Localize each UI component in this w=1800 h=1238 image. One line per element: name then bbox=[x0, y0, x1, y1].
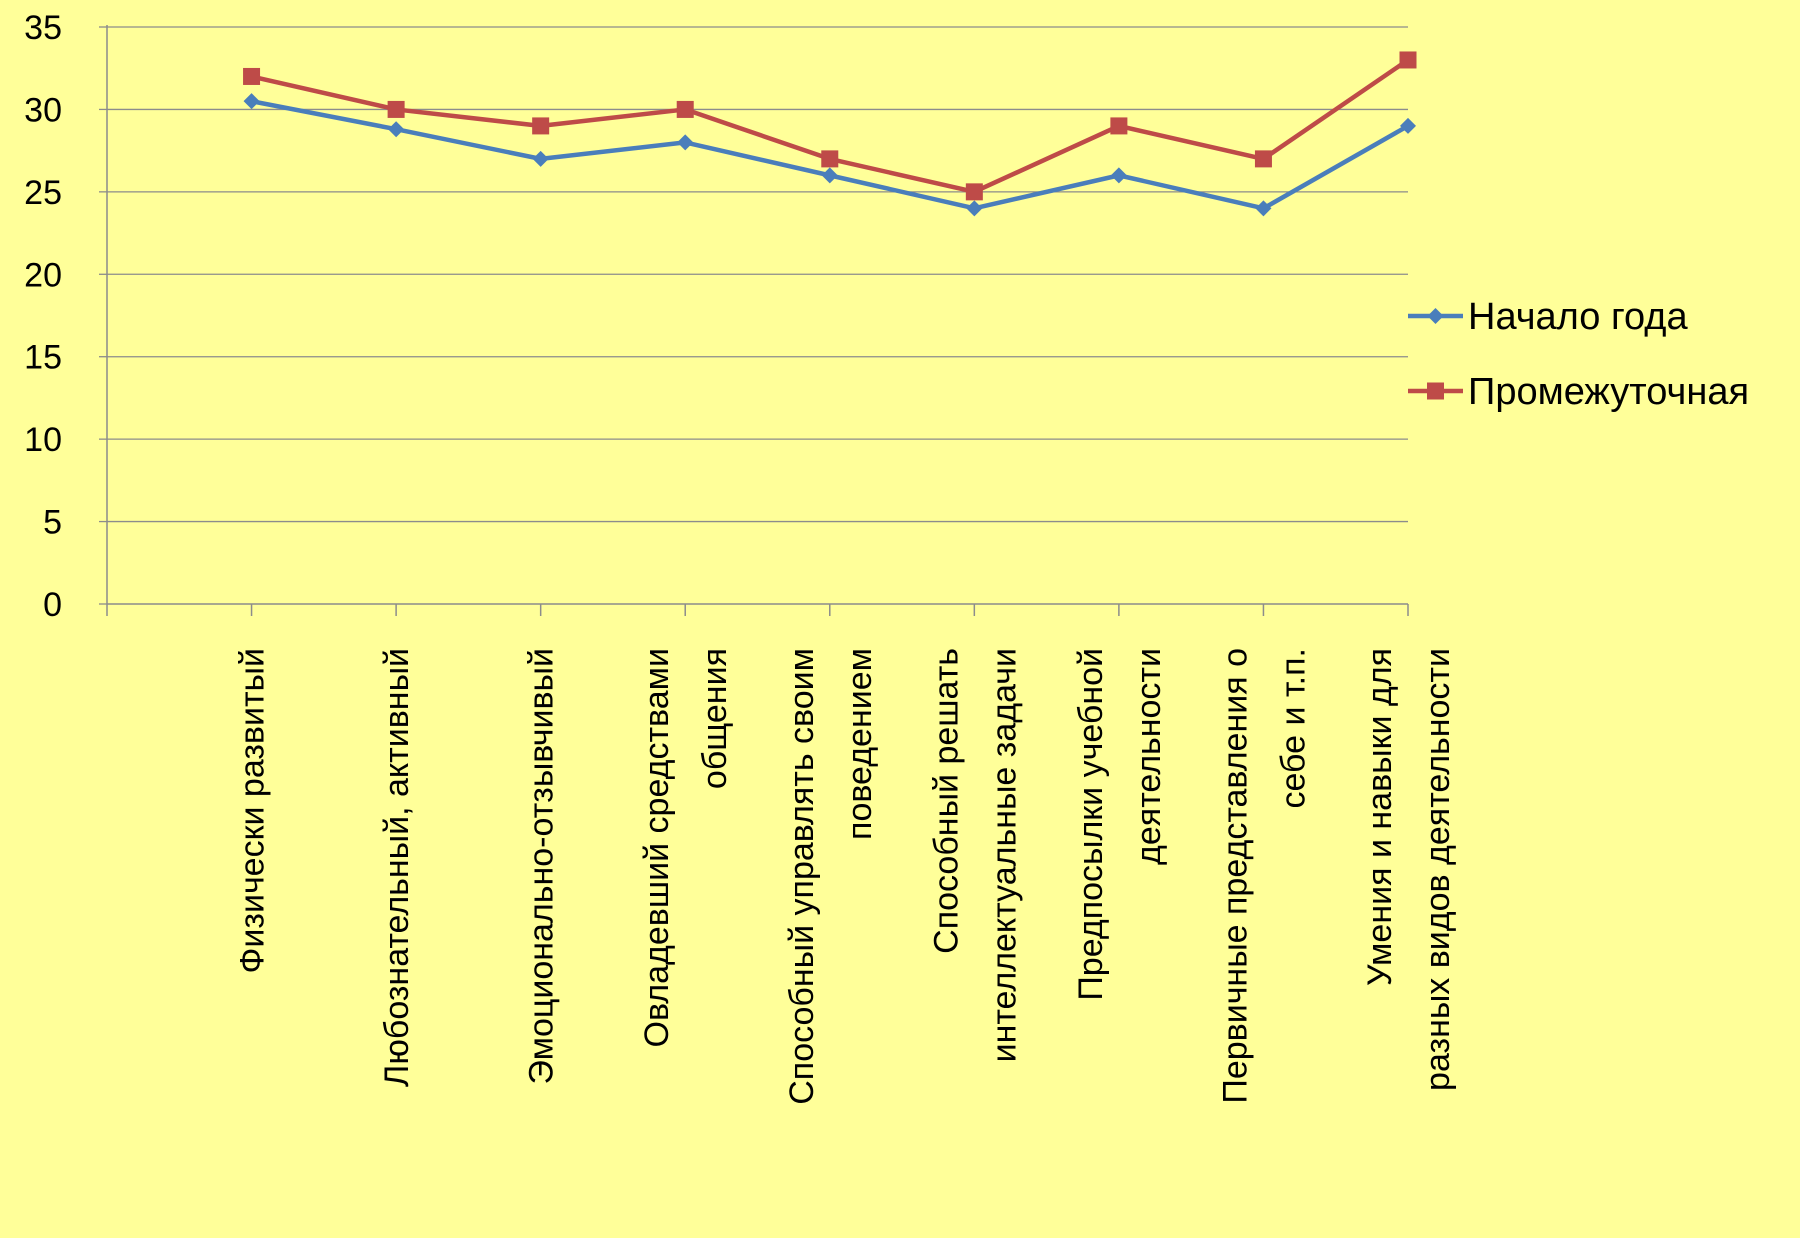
y-tick-label: 0 bbox=[43, 586, 62, 624]
category-label: деятельности bbox=[1130, 648, 1168, 865]
series-lines bbox=[243, 51, 1417, 217]
category-label: интеллектуальные задачи bbox=[985, 648, 1023, 1062]
data-point-marker bbox=[677, 134, 694, 151]
legend: Начало года Промежуточная bbox=[1408, 296, 1749, 413]
data-point-marker bbox=[243, 93, 260, 110]
category-labels: Физически развитый Любознательный, активн… bbox=[234, 648, 1457, 1105]
y-tick-label: 25 bbox=[24, 174, 62, 212]
y-tick-label: 15 bbox=[24, 339, 62, 377]
data-point-marker bbox=[1110, 117, 1128, 135]
y-tick-label: 10 bbox=[24, 421, 62, 459]
y-tick-labels: 0 5 10 15 20 25 30 35 bbox=[24, 9, 62, 624]
y-tick-label: 5 bbox=[43, 504, 62, 542]
category-label: Любознательный, активный bbox=[378, 648, 416, 1087]
category-label: Способный управлять своим bbox=[783, 648, 821, 1105]
category-label: общения bbox=[696, 648, 734, 789]
legend-marker bbox=[1427, 382, 1444, 400]
data-point-marker bbox=[965, 183, 983, 201]
legend-label: Начало года bbox=[1468, 296, 1688, 338]
category-label: Физически развитый bbox=[234, 648, 272, 973]
category-label: Овладевший средствами bbox=[638, 648, 676, 1047]
legend-label: Промежуточная bbox=[1468, 371, 1749, 413]
gridlines bbox=[107, 26, 1408, 523]
category-label: поведением bbox=[841, 648, 879, 840]
data-point-marker bbox=[532, 117, 550, 135]
data-point-marker bbox=[821, 150, 839, 168]
y-tick-label: 35 bbox=[24, 9, 62, 47]
category-label: Первичные представления о bbox=[1216, 648, 1254, 1104]
category-label: разных видов деятельности bbox=[1419, 648, 1457, 1091]
data-point-marker bbox=[532, 150, 549, 167]
y-tick-label: 20 bbox=[24, 256, 62, 294]
data-point-marker bbox=[388, 121, 405, 138]
data-point-marker bbox=[1399, 51, 1417, 69]
category-label: Эмоционально-отзывчивый bbox=[523, 648, 561, 1084]
data-point-marker bbox=[387, 100, 405, 118]
category-label: Умения и навыки для bbox=[1361, 648, 1399, 986]
data-point-marker bbox=[966, 200, 983, 217]
data-point-marker bbox=[1400, 117, 1416, 134]
category-label: себе и т.п. bbox=[1274, 648, 1312, 809]
data-point-marker bbox=[676, 100, 694, 118]
data-point-marker bbox=[243, 67, 261, 85]
category-label: Способный решать bbox=[927, 648, 965, 954]
data-point-marker bbox=[1254, 150, 1272, 168]
data-point-marker bbox=[1255, 200, 1272, 217]
data-point-marker bbox=[1110, 167, 1127, 184]
axes bbox=[99, 25, 1409, 616]
data-point-marker bbox=[821, 167, 838, 184]
y-tick-label: 30 bbox=[24, 91, 62, 129]
legend-marker bbox=[1427, 308, 1444, 324]
category-label: Предпосылки учебной bbox=[1072, 648, 1110, 1001]
